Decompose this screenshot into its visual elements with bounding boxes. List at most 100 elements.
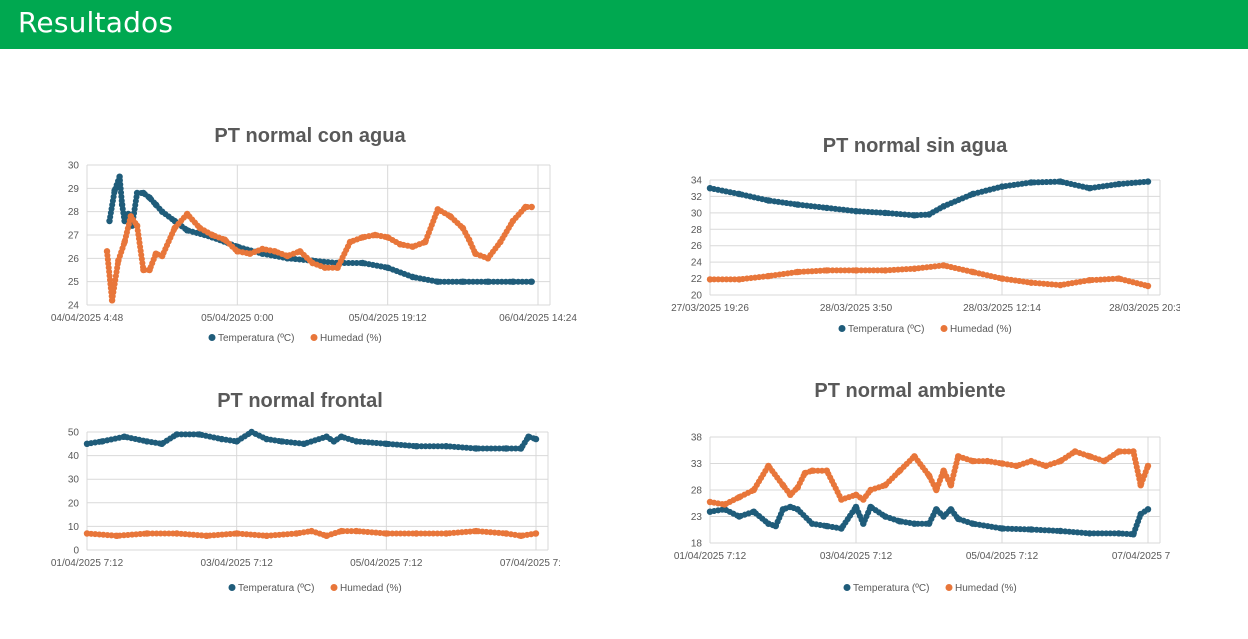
y-tick-label: 30 <box>68 475 80 486</box>
temperature-point <box>925 520 933 527</box>
humidity-point <box>293 530 300 537</box>
chart-title: PT normal sin agua <box>823 135 1008 157</box>
humidity-point <box>882 482 889 489</box>
y-tick-label: 34 <box>691 176 703 187</box>
temperature-point <box>83 440 91 447</box>
legend-temperature-label: Temperatura (ºC) <box>238 583 314 594</box>
humidity-point <box>497 238 504 246</box>
humidity-point <box>998 460 1006 467</box>
humidity-point <box>509 217 517 225</box>
humidity-point <box>1071 448 1079 455</box>
chart-sin-agua: PT normal sin agua 34 32 30 28 26 24 22 2027/03/… <box>671 135 1180 335</box>
temperature-point <box>911 212 918 219</box>
temperature-point <box>106 217 113 225</box>
humidity-point <box>984 457 991 465</box>
humidity-point <box>83 530 91 537</box>
chart-title: PT normal frontal <box>217 390 383 412</box>
humidity-point <box>860 496 867 503</box>
humidity-point <box>911 453 918 460</box>
humidity-point <box>522 203 529 211</box>
legend-temperature-marker <box>228 584 236 591</box>
temperature-point <box>111 187 118 194</box>
y-tick-label: 22 <box>691 274 703 285</box>
humidity-point <box>447 213 454 220</box>
chart-title: PT normal ambiente <box>814 380 1005 402</box>
humidity-point <box>517 532 525 539</box>
temperature-point <box>1028 526 1035 533</box>
legend-humidity-marker <box>940 325 948 332</box>
temperature-point <box>860 520 867 527</box>
temperature-point <box>1115 530 1122 537</box>
legend-humidity-label: Humedad (%) <box>320 333 382 344</box>
temperature-point <box>184 227 191 234</box>
temperature-point <box>823 522 830 530</box>
temperature-point <box>838 525 845 532</box>
temperature-point <box>925 211 933 218</box>
y-tick-label: 23 <box>691 512 703 523</box>
humidity-point <box>140 266 147 274</box>
humidity-point <box>1042 462 1049 470</box>
humidity-point <box>1057 457 1064 465</box>
temperature-point <box>1137 510 1144 518</box>
temperature-point <box>263 435 270 443</box>
temperature-point <box>882 209 889 217</box>
humidity-point <box>794 484 801 491</box>
temperature-point <box>525 433 532 440</box>
temperature-point <box>330 438 338 445</box>
temperature-point <box>140 189 147 197</box>
temperature-point <box>1144 506 1152 513</box>
humidity-point <box>765 462 772 470</box>
temperature-point <box>1144 178 1152 185</box>
temperature-point <box>509 278 517 285</box>
humidity-point <box>271 248 279 255</box>
humidity-point <box>338 527 345 535</box>
humidity-point <box>911 265 918 272</box>
temperature-series-line <box>707 178 1151 219</box>
humidity-point <box>413 530 420 537</box>
humidity-point <box>103 248 111 255</box>
temperature-point <box>359 259 366 267</box>
humidity-point <box>1144 462 1152 470</box>
temperature-point <box>998 183 1006 190</box>
humidity-point <box>532 530 540 537</box>
y-tick-label: 38 <box>691 433 703 444</box>
temperature-point <box>248 428 255 436</box>
temperature-point <box>1057 527 1064 535</box>
humidity-point <box>234 248 241 255</box>
humidity-point <box>502 530 510 537</box>
temperature-point <box>1130 531 1137 538</box>
y-tick-label: 27 <box>68 231 80 242</box>
temperature-point <box>218 435 225 443</box>
temperature-point <box>459 278 466 285</box>
humidity-point <box>955 453 962 460</box>
humidity-point <box>459 224 466 232</box>
legend-temperature-marker <box>843 584 851 591</box>
temperature-point <box>384 264 391 271</box>
humidity-point <box>263 532 270 539</box>
humidity-point <box>765 272 772 280</box>
x-tick-label: 03/04/2025 7:12 <box>820 551 893 562</box>
temperature-series-line <box>84 429 539 452</box>
chart-title: PT normal con agua <box>214 125 406 147</box>
temperature-point <box>1057 178 1064 185</box>
humidity-point <box>969 457 976 465</box>
humidity-point <box>823 267 830 274</box>
x-tick-label: 28/03/2025 3:50 <box>820 303 893 314</box>
y-tick-label: 18 <box>691 539 703 550</box>
temperature-point <box>158 440 165 447</box>
humidity-point <box>1013 462 1020 470</box>
humidity-point <box>409 243 416 250</box>
humidity-point <box>823 467 830 474</box>
x-tick-label: 27/03/2025 19:26 <box>671 303 749 314</box>
humidity-point <box>947 482 955 489</box>
chart-frontal: PT normal frontal 50 40 30 20 10 001/04/2025 7… <box>51 390 560 594</box>
y-tick-label: 30 <box>68 161 80 172</box>
humidity-point <box>143 530 151 537</box>
temperature-point <box>146 194 153 201</box>
temperature-point <box>116 173 123 180</box>
legend-temperature-marker <box>208 334 216 341</box>
x-tick-label: 01/04/2025 7:12 <box>51 558 124 569</box>
y-tick-label: 24 <box>68 301 80 312</box>
legend-temperature-label: Temperatura (ºC) <box>218 333 294 344</box>
